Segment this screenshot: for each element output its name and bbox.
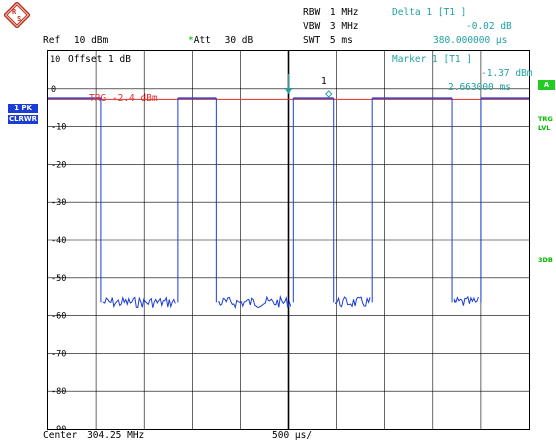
delta-marker-triangle xyxy=(285,88,293,94)
y-tick-label: -90 xyxy=(51,425,66,429)
y-tick-label: 10 xyxy=(50,55,60,65)
trg-label: TRG xyxy=(538,115,553,124)
y-tick-label: -40 xyxy=(51,236,66,246)
y-tick-labels: 10 0 -10 -20 -30 -40 -50 -60 -70 -80 -90 xyxy=(50,55,66,429)
trace-mode-badge: 1 PK xyxy=(8,104,38,113)
att-label: Att xyxy=(194,35,211,46)
vbw-label: VBW xyxy=(303,21,320,32)
trace-type-badge: CLRWR xyxy=(8,115,38,124)
vbw-readout: VBW 3 MHz xyxy=(303,21,359,32)
ref-value: 10 dBm xyxy=(74,35,108,46)
y-tick-label: -60 xyxy=(51,312,66,322)
marker-1-diamond xyxy=(326,91,332,97)
trace-display[interactable]: 10 0 -10 -20 -30 -40 -50 -60 -70 -80 -90 Offset 1 … xyxy=(47,50,530,430)
delta-marker-title: Delta 1 [T1 ] xyxy=(392,7,466,18)
rbw-readout: RBW 1 MHz xyxy=(303,7,359,18)
rbw-label: RBW xyxy=(303,7,320,18)
lvl-label: LVL xyxy=(538,124,550,133)
center-value: 304.25 MHz xyxy=(87,430,144,441)
y-tick-label: -10 xyxy=(51,123,66,133)
trace-plot: 10 0 -10 -20 -30 -40 -50 -60 -70 -80 -90 xyxy=(48,51,529,429)
trace-noise-floor xyxy=(454,297,478,306)
delta-marker-level: -0.02 dB xyxy=(466,21,512,32)
trace-noise-floor xyxy=(336,297,371,307)
grid-lines xyxy=(48,51,529,429)
marker-title: Marker 1 [T1 ] xyxy=(392,54,472,65)
rs-logo-icon: R S xyxy=(4,2,30,28)
att-value: 30 dB xyxy=(225,35,254,46)
y-tick-label: -20 xyxy=(51,160,66,170)
trace-noise-floor xyxy=(219,297,291,308)
a-indicator-box: A xyxy=(538,80,555,90)
span-per-division: 500 µs/ xyxy=(272,430,312,441)
marker-number-label: 1 xyxy=(321,76,327,87)
y-tick-label: -30 xyxy=(51,198,66,208)
y-tick-label: -80 xyxy=(51,387,66,397)
vbw-value: 3 MHz xyxy=(330,21,359,32)
center-label: Center xyxy=(43,430,77,441)
offset-text: Offset 1 dB xyxy=(68,54,131,65)
y-tick-label: -50 xyxy=(51,274,66,284)
swt-label: SWT xyxy=(303,35,320,46)
ref-label: Ref xyxy=(43,35,60,46)
trace-noise-floor xyxy=(103,297,175,307)
center-frequency-readout: Center 304.25 MHz xyxy=(43,430,144,441)
rbw-value: 1 MHz xyxy=(330,7,359,18)
three-db-label: 3DB xyxy=(538,256,553,265)
delta-marker-time: 380.000000 µs xyxy=(433,35,507,46)
marker-level: -1.37 dBm xyxy=(481,68,532,79)
attenuation-readout: *Att 30 dB xyxy=(188,35,253,46)
svg-text:S: S xyxy=(17,15,21,23)
marker-time: 2.663000 ms xyxy=(448,82,511,93)
trigger-level-text: TRG -2.4 dBm xyxy=(89,93,158,104)
swt-value: 5 ms xyxy=(330,35,353,46)
swt-readout: SWT 5 ms xyxy=(303,35,353,46)
ref-level-readout: Ref 10 dBm xyxy=(43,35,108,46)
y-tick-label: -70 xyxy=(51,349,66,359)
y-tick-label: 0 xyxy=(51,85,56,95)
